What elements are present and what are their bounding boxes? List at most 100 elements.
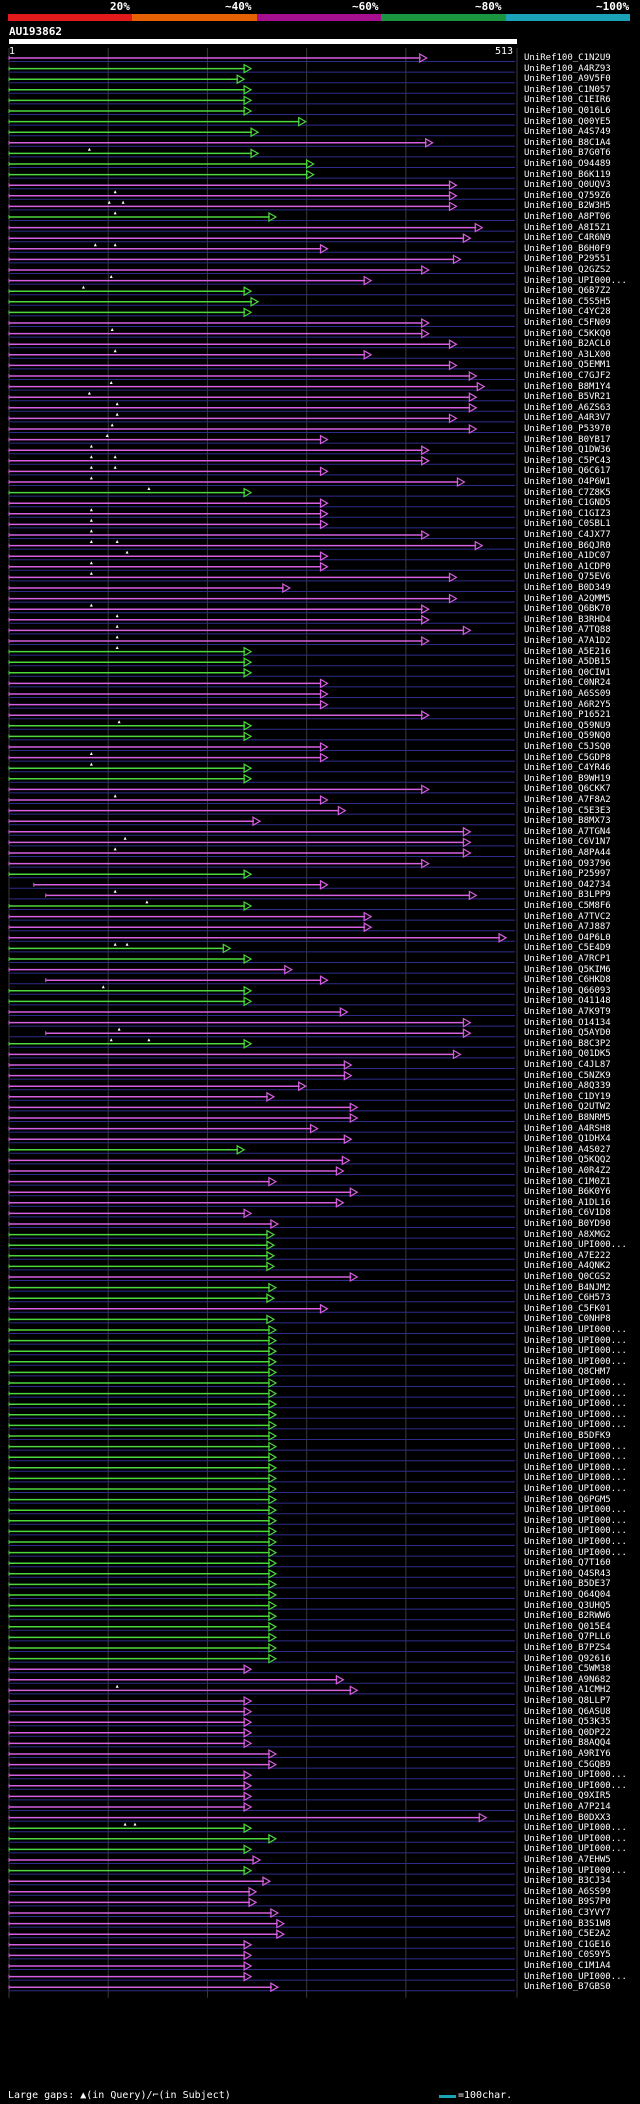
row-name[interactable]: UniRef100_O4P6L0 <box>524 932 611 943</box>
row-name[interactable]: UniRef100_Q66093 <box>524 985 611 996</box>
row-name[interactable]: UniRef100_A1CMH2 <box>524 1685 611 1696</box>
row-name[interactable]: UniRef100_Q5KQQ2 <box>524 1155 611 1166</box>
row-name[interactable]: UniRef100_UPI000... <box>524 1547 627 1558</box>
row-name[interactable]: UniRef100_A4S749 <box>524 127 611 138</box>
row-name[interactable]: UniRef100_C6H573 <box>524 1293 611 1304</box>
row-name[interactable]: UniRef100_B5VR21 <box>524 392 611 403</box>
row-name[interactable]: UniRef100_A9N682 <box>524 1674 611 1685</box>
row-name[interactable]: UniRef100_B6H0F9 <box>524 243 611 254</box>
row-name[interactable]: UniRef100_A9RIY6 <box>524 1749 611 1759</box>
row-name[interactable]: UniRef100_A9V5F0 <box>524 74 611 85</box>
row-name[interactable]: UniRef100_B6QJR0 <box>524 540 611 551</box>
row-name[interactable]: UniRef100_UPI000... <box>524 1388 627 1399</box>
row-name[interactable]: UniRef100_A8I5Z1 <box>524 222 611 233</box>
row-name[interactable]: UniRef100_B3CJ34 <box>524 1876 611 1887</box>
row-name[interactable]: UniRef100_O41148 <box>524 996 611 1007</box>
row-name[interactable]: UniRef100_A2QMM5 <box>524 593 611 604</box>
row-name[interactable]: UniRef100_C1GIZ3 <box>524 508 611 519</box>
row-name[interactable]: UniRef100_Q015E4 <box>524 1621 611 1632</box>
row-name[interactable]: UniRef100_UPI000... <box>524 1441 627 1452</box>
row-name[interactable]: UniRef100_UPI000... <box>524 1346 627 1357</box>
row-name[interactable]: UniRef100_A7E222 <box>524 1250 611 1261</box>
row-name[interactable]: UniRef100_C4R6N9 <box>524 233 611 244</box>
row-name[interactable]: UniRef100_A4RZ93 <box>524 63 611 74</box>
row-name[interactable]: UniRef100_P25997 <box>524 869 611 880</box>
row-name[interactable]: UniRef100_C6V1N7 <box>524 837 611 848</box>
row-name[interactable]: UniRef100_UPI000... <box>524 1409 627 1420</box>
row-name[interactable]: UniRef100_UPI000... <box>524 1823 627 1834</box>
row-name[interactable]: UniRef100_C0NR24 <box>524 678 611 689</box>
row-name[interactable]: UniRef100_Q6B7Z2 <box>524 286 611 297</box>
row-name[interactable]: UniRef100_Q0CIW1 <box>524 667 611 678</box>
row-name[interactable]: UniRef100_Q01DK5 <box>524 1049 611 1060</box>
row-name[interactable]: UniRef100_UPI000... <box>524 1452 627 1463</box>
row-name[interactable]: UniRef100_O93796 <box>524 858 611 869</box>
row-name[interactable]: UniRef100_UPI000... <box>524 1770 627 1781</box>
row-name[interactable]: UniRef100_B2W3H5 <box>524 201 611 212</box>
row-name[interactable]: UniRef100_C5FK01 <box>524 1303 611 1314</box>
row-name[interactable]: UniRef100_B7G0T6 <box>524 148 611 159</box>
row-name[interactable]: UniRef100_C0SBL1 <box>524 519 611 530</box>
row-name[interactable]: UniRef100_UPI000... <box>524 1505 627 1516</box>
row-name[interactable]: UniRef100_C5GDP8 <box>524 752 611 763</box>
row-name[interactable]: UniRef100_C5E2A2 <box>524 1929 611 1940</box>
row-name[interactable]: UniRef100_C5GQB9 <box>524 1759 611 1770</box>
row-name[interactable]: UniRef100_Q016L6 <box>524 106 611 116</box>
row-name[interactable]: UniRef100_A8PA44 <box>524 848 611 858</box>
row-name[interactable]: UniRef100_C6HKD8 <box>524 975 611 986</box>
row-name[interactable]: UniRef100_Q4SR43 <box>524 1568 611 1579</box>
row-name[interactable]: UniRef100_UPI000... <box>524 1833 627 1844</box>
row-name[interactable]: UniRef100_A0R4Z2 <box>524 1166 611 1176</box>
row-name[interactable]: UniRef100_UPI000... <box>524 1462 627 1473</box>
row-name[interactable]: UniRef100_Q5EMM1 <box>524 360 611 371</box>
row-name[interactable]: UniRef100_O42734 <box>524 879 611 890</box>
row-name[interactable]: UniRef100_C5KKQ0 <box>524 328 611 339</box>
row-name[interactable]: UniRef100_Q7PLL6 <box>524 1632 611 1643</box>
row-name[interactable]: UniRef100_UPI000... <box>524 1335 627 1346</box>
row-name[interactable]: UniRef100_Q3UHQ5 <box>524 1600 611 1611</box>
row-name[interactable]: UniRef100_C0S9Y5 <box>524 1950 611 1961</box>
row-name[interactable]: UniRef100_P16521 <box>524 710 611 721</box>
row-name[interactable]: UniRef100_O14134 <box>524 1017 611 1028</box>
row-name[interactable]: UniRef100_Q1DW36 <box>524 445 611 456</box>
row-name[interactable]: UniRef100_Q75EV6 <box>524 572 611 583</box>
row-name[interactable]: UniRef100_B9WH19 <box>524 773 611 784</box>
row-name[interactable]: UniRef100_B6K119 <box>524 169 611 180</box>
row-name[interactable]: UniRef100_Q64Q04 <box>524 1590 611 1600</box>
row-name[interactable]: UniRef100_A7F8A2 <box>524 795 611 805</box>
row-name[interactable]: UniRef100_Q6BK70 <box>524 604 611 615</box>
row-name[interactable]: UniRef100_O94489 <box>524 159 611 169</box>
row-name[interactable]: UniRef100_C1GND5 <box>524 498 611 509</box>
row-name[interactable]: UniRef100_A6SS99 <box>524 1886 611 1897</box>
row-name[interactable]: UniRef100_A7K9T9 <box>524 1007 611 1017</box>
row-name[interactable]: UniRef100_Q59NU9 <box>524 720 611 731</box>
row-name[interactable]: UniRef100_A7TVC2 <box>524 911 611 922</box>
row-name[interactable]: UniRef100_UPI000... <box>524 1526 627 1537</box>
row-name[interactable]: UniRef100_A5DB15 <box>524 657 611 668</box>
row-name[interactable]: UniRef100_A7A1D2 <box>524 636 611 646</box>
row-name[interactable]: UniRef100_UPI000... <box>524 1780 627 1791</box>
row-name[interactable]: UniRef100_Q9XIR5 <box>524 1791 611 1802</box>
row-name[interactable]: UniRef100_C7GJF2 <box>524 371 611 381</box>
row-name[interactable]: UniRef100_A6SS09 <box>524 689 611 699</box>
row-name[interactable]: UniRef100_B7PZS4 <box>524 1643 611 1653</box>
row-name[interactable]: UniRef100_C1DY19 <box>524 1091 611 1102</box>
row-name[interactable]: UniRef100_Q2GZS2 <box>524 265 611 275</box>
row-name[interactable]: UniRef100_C5FN09 <box>524 318 611 328</box>
row-name[interactable]: UniRef100_UPI000... <box>524 1515 627 1526</box>
row-name[interactable]: UniRef100_C5WM38 <box>524 1664 611 1675</box>
row-name[interactable]: UniRef100_UPI000... <box>524 1537 627 1547</box>
row-name[interactable]: UniRef100_A1DL16 <box>524 1197 611 1208</box>
row-name[interactable]: UniRef100_A7P214 <box>524 1802 611 1812</box>
row-name[interactable]: UniRef100_Q59NQ0 <box>524 731 611 742</box>
row-name[interactable]: UniRef100_C1N057 <box>524 84 611 95</box>
row-name[interactable]: UniRef100_B2RWW6 <box>524 1611 611 1622</box>
row-name[interactable]: UniRef100_A8XMG2 <box>524 1229 611 1240</box>
row-name[interactable]: UniRef100_B7GBS0 <box>524 1982 611 1993</box>
row-name[interactable]: UniRef100_P53970 <box>524 424 611 434</box>
row-name[interactable]: UniRef100_B3LPP9 <box>524 890 611 901</box>
row-name[interactable]: UniRef100_Q6PGM5 <box>524 1494 611 1505</box>
row-name[interactable]: UniRef100_B0YD90 <box>524 1219 611 1229</box>
row-name[interactable]: UniRef100_B5DFK9 <box>524 1431 611 1441</box>
row-name[interactable]: UniRef100_B0DXX3 <box>524 1812 611 1823</box>
